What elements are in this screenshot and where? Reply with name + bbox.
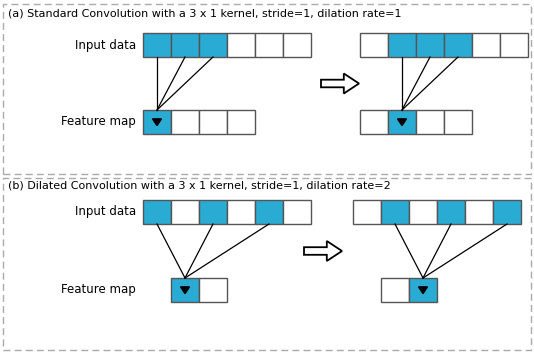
Bar [199,278,227,302]
Bar [353,200,381,224]
Bar [360,110,388,134]
Bar [381,278,409,302]
Bar [199,200,227,224]
Bar [283,200,311,224]
Bar [437,200,465,224]
Polygon shape [180,287,190,294]
Bar [409,278,437,302]
Bar [381,200,409,224]
Text: Input data: Input data [75,206,136,219]
Bar [409,200,437,224]
Text: Input data: Input data [75,38,136,51]
Bar [472,33,500,57]
Bar [171,278,199,302]
Polygon shape [321,74,359,94]
Bar [465,200,493,224]
Bar [171,110,199,134]
Polygon shape [153,119,161,126]
Bar [227,110,255,134]
Bar [444,33,472,57]
Polygon shape [304,241,342,261]
Bar [143,200,171,224]
Bar [444,110,472,134]
Polygon shape [397,119,406,126]
Bar [500,33,528,57]
Bar [143,110,171,134]
Bar [255,200,283,224]
Bar [388,110,416,134]
Bar [199,33,227,57]
Bar [283,33,311,57]
Bar [416,33,444,57]
Bar [388,33,416,57]
Bar [255,33,283,57]
Bar [199,110,227,134]
Bar [171,200,199,224]
Text: (a) Standard Convolution with a 3 x 1 kernel, stride=1, dilation rate=1: (a) Standard Convolution with a 3 x 1 ke… [8,8,402,18]
Bar [227,200,255,224]
Text: (b) Dilated Convolution with a 3 x 1 kernel, stride=1, dilation rate=2: (b) Dilated Convolution with a 3 x 1 ker… [8,180,391,190]
Bar [227,33,255,57]
Text: Feature map: Feature map [61,283,136,296]
Bar [143,33,171,57]
Polygon shape [419,287,428,294]
Bar [3,4,531,174]
Bar [3,178,531,350]
Bar [171,33,199,57]
Bar [416,110,444,134]
Text: Feature map: Feature map [61,115,136,128]
Bar [360,33,388,57]
Bar [493,200,521,224]
